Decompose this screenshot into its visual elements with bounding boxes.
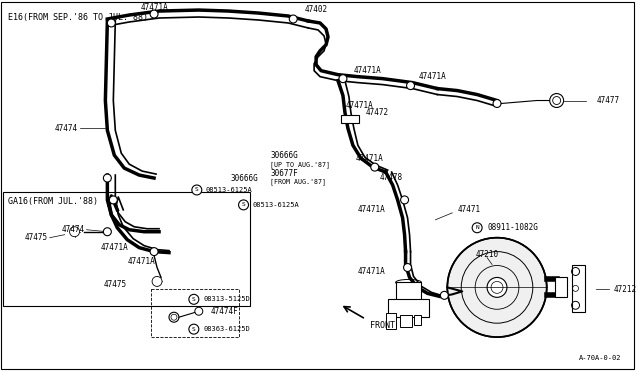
Circle shape <box>192 185 202 195</box>
Circle shape <box>169 312 179 322</box>
Text: 47472: 47472 <box>366 108 389 117</box>
Bar <box>396 282 422 302</box>
Circle shape <box>108 19 115 27</box>
Text: [FROM AUG.'87]: [FROM AUG.'87] <box>270 179 326 185</box>
Text: FRONT: FRONT <box>370 321 395 330</box>
Text: 47471A: 47471A <box>127 257 155 266</box>
Text: S: S <box>242 202 245 207</box>
Circle shape <box>440 291 448 299</box>
Text: 47471A: 47471A <box>140 3 168 12</box>
Bar <box>388 299 429 317</box>
Circle shape <box>401 196 408 204</box>
Text: 08911-1082G: 08911-1082G <box>487 223 538 232</box>
Text: 47478: 47478 <box>380 173 403 182</box>
Bar <box>555 278 566 297</box>
Bar <box>572 264 586 312</box>
Text: 47471A: 47471A <box>356 154 383 163</box>
Bar <box>413 315 422 325</box>
Text: 47471A: 47471A <box>358 205 386 214</box>
Circle shape <box>289 15 297 23</box>
Text: 47474: 47474 <box>54 124 77 133</box>
Bar <box>386 313 396 329</box>
Text: 30666G: 30666G <box>270 151 298 160</box>
Text: 08363-6125D: 08363-6125D <box>204 326 250 332</box>
Text: S: S <box>192 297 196 302</box>
Circle shape <box>70 227 79 237</box>
Text: E16(FROM SEP.'86 TO JUL.'88): E16(FROM SEP.'86 TO JUL.'88) <box>8 13 148 22</box>
Bar <box>3 192 250 306</box>
Text: 30666G: 30666G <box>230 174 259 183</box>
Circle shape <box>404 263 412 272</box>
Circle shape <box>152 276 162 286</box>
Text: 08513-6125A: 08513-6125A <box>253 202 300 208</box>
Text: 47210: 47210 <box>476 250 499 259</box>
Text: A-70A-0-02: A-70A-0-02 <box>579 355 621 361</box>
Circle shape <box>487 278 507 297</box>
Text: 47474: 47474 <box>61 225 84 234</box>
Circle shape <box>104 228 111 236</box>
Circle shape <box>150 248 158 256</box>
Text: S: S <box>192 327 196 332</box>
Circle shape <box>189 294 199 304</box>
Text: 47471A: 47471A <box>100 243 128 252</box>
Circle shape <box>150 10 158 18</box>
Circle shape <box>447 238 547 337</box>
Circle shape <box>195 307 203 315</box>
Circle shape <box>493 100 501 108</box>
Bar <box>151 289 239 337</box>
Circle shape <box>371 163 379 171</box>
Text: [UP TO AUG.'87]: [UP TO AUG.'87] <box>270 161 330 167</box>
Text: 47402: 47402 <box>305 4 328 13</box>
Circle shape <box>104 174 111 182</box>
Text: 47471A: 47471A <box>358 267 386 276</box>
Circle shape <box>339 75 347 83</box>
Text: 08313-5125D: 08313-5125D <box>204 296 250 302</box>
Circle shape <box>189 324 199 334</box>
Text: 47471: 47471 <box>457 205 481 214</box>
Text: GA16(FROM JUL.'88): GA16(FROM JUL.'88) <box>8 197 98 206</box>
Text: 47212: 47212 <box>613 285 636 294</box>
Circle shape <box>472 223 482 233</box>
Circle shape <box>109 196 117 204</box>
Circle shape <box>550 93 564 108</box>
Text: 47475: 47475 <box>24 233 48 242</box>
Text: 47474F: 47474F <box>211 307 239 316</box>
Circle shape <box>239 200 248 210</box>
Text: 47471A: 47471A <box>346 101 374 110</box>
Text: N: N <box>476 225 479 230</box>
Text: 47477: 47477 <box>596 96 620 105</box>
Text: 47471A: 47471A <box>354 66 381 75</box>
Circle shape <box>406 81 415 90</box>
Bar <box>399 315 412 327</box>
Bar <box>341 115 359 124</box>
Text: 30677F: 30677F <box>270 169 298 177</box>
Text: 47475: 47475 <box>104 280 127 289</box>
Text: 47471A: 47471A <box>419 72 446 81</box>
Text: S: S <box>195 187 198 192</box>
Ellipse shape <box>396 279 422 285</box>
Text: 08513-6125A: 08513-6125A <box>206 187 253 193</box>
